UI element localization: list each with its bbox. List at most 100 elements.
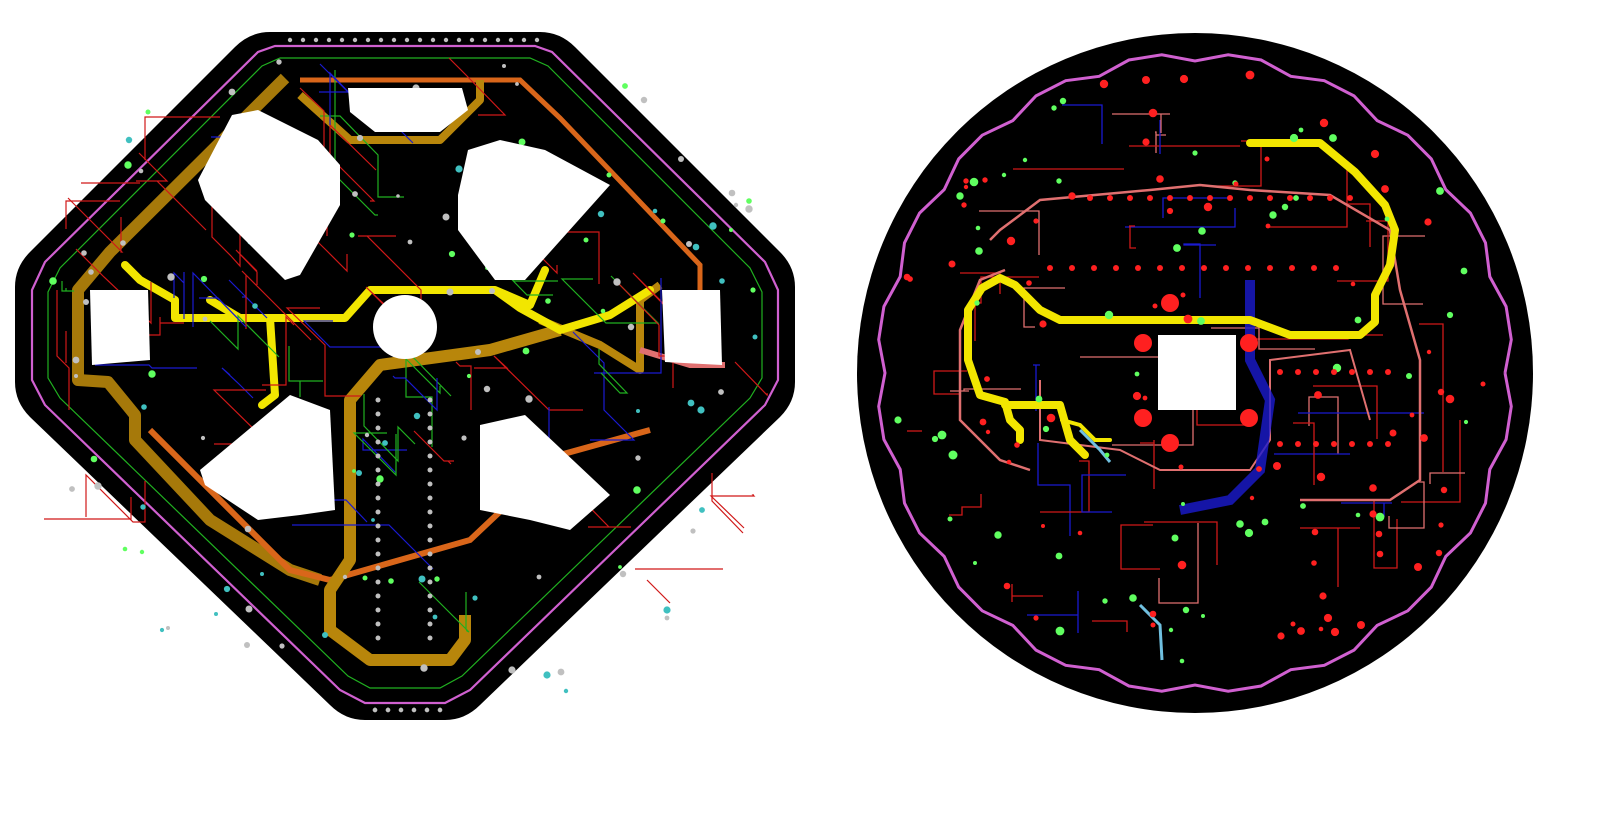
round-via-pad xyxy=(956,192,964,200)
round-big-pad xyxy=(1134,409,1152,427)
octagon-via-pad xyxy=(159,627,165,633)
octagon-via-pad xyxy=(461,435,467,441)
round-signal-traces xyxy=(907,104,1465,633)
round-connector-pad xyxy=(1347,195,1353,201)
octagon-via-pad xyxy=(597,210,605,218)
octagon-via-pad xyxy=(709,222,717,230)
round-via-pad xyxy=(963,178,969,184)
round-connector-pad xyxy=(1147,195,1153,201)
octagon-via-pad xyxy=(543,671,551,679)
octagon-via-pad xyxy=(636,409,640,413)
round-via-pad xyxy=(1256,466,1262,472)
round-signal-trace xyxy=(1112,113,1170,133)
round-big-pad xyxy=(1134,334,1152,352)
round-via-pad xyxy=(1104,452,1110,458)
round-via-pad xyxy=(1006,236,1016,246)
round-via-pad xyxy=(1055,626,1065,636)
octagon-via-pad xyxy=(124,161,132,169)
octagon-edge-via xyxy=(482,37,488,43)
round-via-pad xyxy=(1289,133,1299,143)
octagon-via-pad xyxy=(228,88,236,96)
round-via-pad xyxy=(1300,503,1306,509)
octagon-cutout-lower-right xyxy=(480,415,610,530)
round-connector-pad xyxy=(1367,369,1373,375)
round-via-pad xyxy=(1180,292,1186,298)
round-signal-trace xyxy=(1211,327,1315,350)
octagon-pcb xyxy=(15,32,795,720)
octagon-edge-via xyxy=(437,707,443,713)
round-signal-trace xyxy=(1346,203,1371,247)
octagon-connector-pad xyxy=(427,453,433,459)
octagon-via-pad xyxy=(140,504,146,510)
octagon-via-pad xyxy=(475,349,481,355)
round-via-pad xyxy=(1316,472,1326,482)
round-connector-pad xyxy=(1277,441,1283,447)
round-via-pad xyxy=(1330,627,1340,637)
octagon-via-pad xyxy=(618,565,622,569)
octagon-edge-via xyxy=(521,37,527,43)
octagon-cutout-right xyxy=(662,290,722,365)
octagon-signal-trace xyxy=(299,87,325,163)
octagon-signal-trace xyxy=(320,115,404,198)
octagon-via-pad xyxy=(141,404,147,410)
round-via-pad xyxy=(1179,658,1185,664)
round-via-pad xyxy=(1414,563,1422,571)
octagon-via-pad xyxy=(88,269,94,275)
round-via-pad xyxy=(1265,223,1271,229)
round-connector-pad xyxy=(1313,441,1319,447)
round-via-pad xyxy=(948,450,958,460)
octagon-via-pad xyxy=(563,688,569,694)
round-via-pad xyxy=(1077,530,1083,536)
round-via-pad xyxy=(1055,552,1063,560)
octagon-connector-pad xyxy=(375,593,381,599)
octagon-connector-pad xyxy=(375,579,381,585)
round-via-pad xyxy=(1406,373,1412,379)
octagon-signal-trace xyxy=(144,317,184,336)
octagon-signal-trace xyxy=(65,200,120,229)
octagon-connector-pad xyxy=(427,565,433,571)
octagon-signal-trace xyxy=(235,249,258,285)
octagon-via-pad xyxy=(413,412,421,420)
octagon-via-pad xyxy=(83,299,89,305)
round-via-pad xyxy=(1014,442,1020,448)
octagon-signal-trace xyxy=(594,278,662,374)
round-via-pad xyxy=(1051,105,1057,111)
octagon-via-pad xyxy=(502,64,506,68)
round-signal-trace xyxy=(1023,287,1065,328)
octagon-edge-via xyxy=(391,37,397,43)
round-via-pad xyxy=(1293,195,1299,201)
round-via-pad xyxy=(1435,549,1443,557)
octagon-via-pad xyxy=(718,389,724,395)
octagon-signal-trace xyxy=(363,394,416,463)
round-via-pad xyxy=(1142,395,1148,401)
octagon-edge-via xyxy=(443,37,449,43)
octagon-via-pad xyxy=(750,287,756,293)
round-via-pad xyxy=(1181,502,1185,506)
round-via-pad xyxy=(1375,530,1383,538)
octagon-signal-trace xyxy=(262,315,295,386)
octagon-via-pad xyxy=(352,469,356,473)
octagon-via-pad xyxy=(364,432,370,438)
round-pcb xyxy=(857,33,1533,713)
round-via-pad xyxy=(1460,267,1468,275)
round-signal-trace xyxy=(1062,104,1103,144)
octagon-via-pad xyxy=(583,237,589,243)
octagon-via-pad xyxy=(407,239,413,245)
round-connector-pad xyxy=(1385,369,1391,375)
octagon-via-pad xyxy=(362,575,368,581)
octagon-via-pad xyxy=(342,574,348,580)
round-connector-pad xyxy=(1157,265,1163,271)
octagon-via-pad xyxy=(260,572,264,576)
round-via-pad xyxy=(1152,303,1158,309)
octagon-via-pad xyxy=(699,507,705,513)
octagon-via-pad xyxy=(214,612,218,616)
octagon-bronze-trace-ring xyxy=(72,73,322,586)
octagon-edge-via xyxy=(287,37,293,43)
octagon-via-pad xyxy=(622,83,628,89)
octagon-via-pad xyxy=(446,288,454,296)
octagon-connector-pad xyxy=(427,425,433,431)
octagon-signal-trace xyxy=(448,57,507,116)
round-connector-pad xyxy=(1091,265,1097,271)
octagon-connector-pad xyxy=(427,635,433,641)
